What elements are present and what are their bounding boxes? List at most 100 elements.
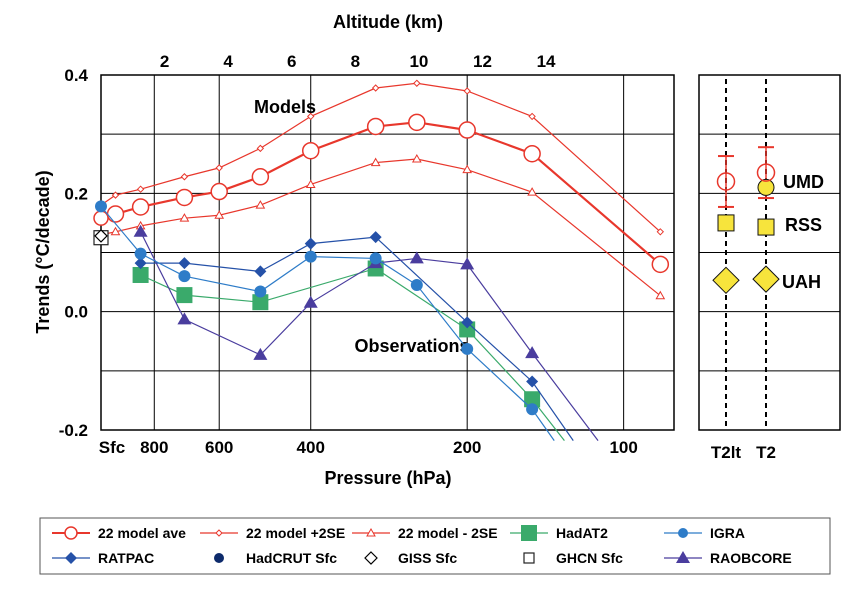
side-label-t2: T2 xyxy=(756,443,776,462)
series-hadat2 xyxy=(132,260,565,442)
data-point xyxy=(111,191,120,199)
legend-label: RATPAC xyxy=(98,550,154,566)
data-point xyxy=(460,257,475,270)
data-point xyxy=(253,347,268,360)
x-tick-label: Sfc xyxy=(99,438,125,457)
legend-entry-hadcrut-sfc: HadCRUT Sfc xyxy=(214,550,337,566)
y-axis-ticks: 0.4 0.2 0.0 -0.2 xyxy=(59,66,89,440)
data-point xyxy=(133,224,148,237)
legend-label: 22 model - 2SE xyxy=(398,525,498,541)
side-label-uah: UAH xyxy=(782,272,821,292)
data-point xyxy=(524,391,541,408)
legend-marker xyxy=(215,529,223,537)
legend-marker xyxy=(366,527,376,537)
x2-tick-label: 12 xyxy=(473,52,492,71)
uah-diamond xyxy=(712,266,740,295)
x2-axis-title: Altitude (km) xyxy=(333,12,443,32)
data-point xyxy=(254,265,267,278)
series-line xyxy=(100,158,661,297)
rss-square xyxy=(757,218,775,236)
data-point xyxy=(461,316,474,329)
data-point xyxy=(526,403,539,416)
data-point xyxy=(526,375,539,388)
rss-t2-marker xyxy=(757,218,775,236)
data-point xyxy=(370,157,381,167)
legend-marker xyxy=(214,553,224,563)
x2-axis-ticks: 2 4 6 8 10 12 14 xyxy=(160,52,556,71)
legend-marker xyxy=(678,528,688,538)
data-point xyxy=(179,213,190,222)
x2-tick-label: 14 xyxy=(537,52,556,71)
series-ratpac xyxy=(134,231,574,441)
legend-box xyxy=(39,517,831,575)
data-point xyxy=(214,210,225,219)
x-axis-title: Pressure (hPa) xyxy=(324,468,451,488)
umd-t2-marker xyxy=(757,178,775,196)
data-point xyxy=(369,252,382,265)
side-label-rss: RSS xyxy=(785,215,822,235)
x-tick-label: 600 xyxy=(205,438,233,457)
data-point xyxy=(106,205,125,223)
data-point xyxy=(304,250,317,263)
legend-entry-22-model-2se: 22 model - 2SE xyxy=(352,525,498,541)
legend-label: IGRA xyxy=(710,525,745,541)
data-point xyxy=(371,84,380,92)
side-panel-gridlines xyxy=(699,79,840,426)
x2-tick-label: 8 xyxy=(351,52,360,71)
data-point xyxy=(304,237,317,250)
legend-entry-ratpac: RATPAC xyxy=(52,550,154,566)
x2-tick-label: 10 xyxy=(409,52,428,71)
side-label-umd: UMD xyxy=(783,172,824,192)
data-point xyxy=(413,79,421,87)
data-point xyxy=(136,185,145,193)
data-point xyxy=(180,173,189,181)
series-22-model-2se xyxy=(97,79,665,236)
legend-entry-raobcore: RAOBCORE xyxy=(664,550,792,566)
x-tick-label: 400 xyxy=(297,438,325,457)
y-tick-label: 0.0 xyxy=(64,303,88,322)
x-axis-ticks: Sfc 800 600 400 200 100 xyxy=(99,438,638,457)
legend-label: GISS Sfc xyxy=(398,550,457,566)
data-point xyxy=(210,182,228,201)
x2-tick-label: 4 xyxy=(223,52,233,71)
umd-circle xyxy=(757,178,775,196)
data-point xyxy=(176,287,193,304)
gridlines xyxy=(101,75,674,430)
y-axis-title: Trends (°C/decade) xyxy=(33,170,53,333)
data-point xyxy=(94,229,108,243)
legend-marker xyxy=(64,526,78,540)
series-line xyxy=(140,267,565,442)
y-tick-label: -0.2 xyxy=(59,421,88,440)
side-panel-marks xyxy=(712,146,780,295)
data-point xyxy=(215,164,223,172)
legend-marker xyxy=(521,525,537,541)
legend-entry-giss-sfc: GISS Sfc xyxy=(364,550,457,566)
side-label-t2lt: T2lt xyxy=(711,443,742,462)
model-range-t2lt xyxy=(718,155,734,208)
series-line xyxy=(100,82,661,233)
legend-label: GHCN Sfc xyxy=(556,550,623,566)
data-point xyxy=(656,228,665,236)
legend-marker xyxy=(676,551,690,563)
legend-entry-ghcn-sfc: GHCN Sfc xyxy=(523,550,623,566)
legend-entry-hadat2: HadAT2 xyxy=(510,525,608,541)
legend-marker xyxy=(364,551,378,565)
uah-t2-marker xyxy=(752,265,780,293)
uah-t2lt-marker xyxy=(712,266,740,295)
observations-annotation: Observations xyxy=(354,336,469,356)
x-tick-label: 200 xyxy=(453,438,481,457)
legend-entry-22-model-2se: 22 model +2SE xyxy=(200,525,345,541)
data-point xyxy=(305,179,316,188)
x2-tick-label: 2 xyxy=(160,52,169,71)
data-point xyxy=(134,257,147,270)
series-layer xyxy=(93,79,670,442)
data-point xyxy=(366,117,385,136)
data-point xyxy=(131,198,150,216)
legend-label: 22 model +2SE xyxy=(246,525,345,541)
x-tick-label: 800 xyxy=(140,438,168,457)
data-point xyxy=(177,312,192,325)
data-point xyxy=(255,200,266,209)
data-point xyxy=(369,231,382,244)
data-point xyxy=(408,113,426,132)
